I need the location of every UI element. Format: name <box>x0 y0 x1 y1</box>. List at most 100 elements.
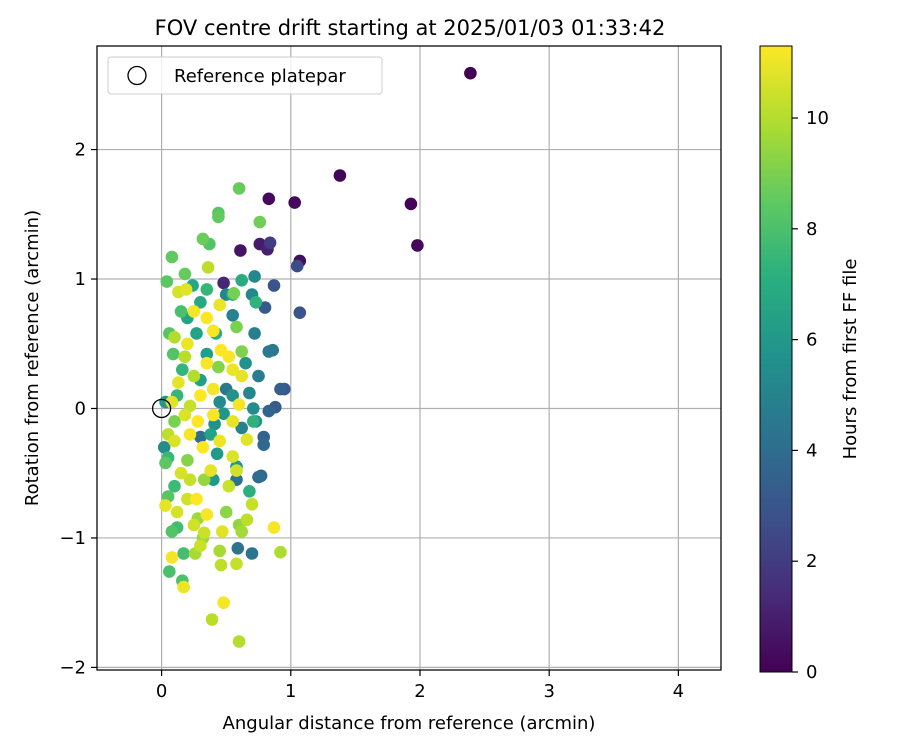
scatter-point <box>214 558 228 572</box>
x-tick-label: 1 <box>285 681 296 702</box>
scatter-point <box>230 557 243 571</box>
colorbar-tick-label: 8 <box>806 219 817 240</box>
scatter-point <box>213 298 226 312</box>
y-tick-label: 1 <box>75 269 86 290</box>
scatter-point <box>200 356 214 370</box>
scatter-point <box>177 580 190 594</box>
scatter-point <box>262 192 276 206</box>
scatter-point <box>174 305 188 318</box>
scatter-point <box>226 389 239 402</box>
scatter-point <box>239 356 252 370</box>
scatter-point <box>226 363 239 377</box>
scatter-point <box>243 386 256 400</box>
scatter-point <box>247 415 260 428</box>
scatter-point <box>267 521 281 534</box>
colorbar-tick-label: 0 <box>806 662 817 683</box>
scatter-point <box>226 415 239 428</box>
x-tick-label: 2 <box>414 681 425 702</box>
x-tick-label: 3 <box>543 681 554 702</box>
scatter-point <box>230 464 243 477</box>
scatter-point <box>252 369 265 383</box>
scatter-point <box>212 360 225 374</box>
scatter-point <box>245 547 259 560</box>
scatter-point <box>168 415 181 428</box>
scatter-point <box>187 369 201 383</box>
x-axis-label: Angular distance from reference (arcmin) <box>223 713 596 734</box>
scatter-point <box>207 408 220 422</box>
scatter-point <box>247 402 260 415</box>
scatter-point <box>217 407 230 421</box>
colorbar-ticks: 0 2 4 6 8 10 <box>792 108 829 683</box>
scatter-point <box>232 398 246 411</box>
scatter-point <box>207 324 220 338</box>
scatter-point <box>333 169 347 182</box>
scatter-point <box>166 347 180 361</box>
scatter-point <box>165 395 179 409</box>
scatter-point <box>200 347 214 361</box>
scatter-point <box>178 267 192 281</box>
scatter-point <box>253 215 267 229</box>
scatter-point <box>165 250 179 264</box>
y-tick-label: 2 <box>75 140 86 161</box>
x-tick-label: 4 <box>673 681 684 702</box>
scatter-point <box>181 337 194 351</box>
scatter-point <box>183 428 197 441</box>
x-tick-label: 0 <box>156 681 167 702</box>
scatter-point <box>274 382 287 396</box>
scatter-point <box>178 350 192 364</box>
axes-frame <box>96 45 722 671</box>
scatter-point <box>197 473 211 487</box>
scatter-point <box>230 320 243 334</box>
scatter-point <box>262 345 276 358</box>
scatter-point <box>179 283 193 296</box>
scatter-point <box>267 279 281 292</box>
scatter-point <box>157 441 171 454</box>
scatter-point <box>227 287 241 300</box>
scatter-point <box>232 635 246 648</box>
scatter-point <box>201 261 215 274</box>
reference-platepar-marker <box>151 398 172 419</box>
scatter-point <box>232 182 246 195</box>
scatter-point <box>176 363 189 377</box>
scatter-point <box>181 492 194 506</box>
scatter-point <box>290 259 304 273</box>
scatter-point <box>177 547 190 560</box>
scatter-point <box>240 513 254 527</box>
y-tick-label: −1 <box>59 528 86 549</box>
scatter-point <box>464 66 477 80</box>
scatter-point <box>222 479 236 493</box>
scatter-point <box>183 473 197 487</box>
scatter-point <box>174 466 188 480</box>
scatter-point <box>205 613 219 626</box>
scatter-point <box>219 505 233 519</box>
colorbar: 0 2 4 6 8 10 Hours from first FF file <box>759 45 861 683</box>
scatter-point <box>194 539 207 552</box>
scatter-point <box>168 479 181 493</box>
colorbar-ramp <box>759 45 793 673</box>
scatter-point <box>234 244 247 257</box>
scatter-point <box>204 464 217 477</box>
scatter-point <box>168 331 181 344</box>
scatter-point <box>216 525 229 538</box>
colorbar-label: Hours from first FF file <box>840 259 861 460</box>
legend-marker-reference <box>127 65 147 86</box>
scatter-point <box>226 309 239 322</box>
legend-box <box>107 56 383 95</box>
scatter-point <box>207 382 220 396</box>
y-tick-label: −2 <box>59 657 86 678</box>
scatter-point <box>212 210 225 224</box>
scatter-point <box>165 551 179 564</box>
scatter-point <box>196 232 210 246</box>
scatter-point <box>213 544 226 558</box>
scatter-point <box>210 447 224 461</box>
scatter-point <box>172 376 185 389</box>
scatter-point <box>411 239 424 252</box>
scatter-point <box>248 327 261 340</box>
scatter-point <box>194 389 207 402</box>
scatter-point <box>190 327 203 340</box>
scatter-point <box>160 275 174 288</box>
scatter-point <box>249 296 263 309</box>
colorbar-tick-label: 2 <box>806 551 817 572</box>
